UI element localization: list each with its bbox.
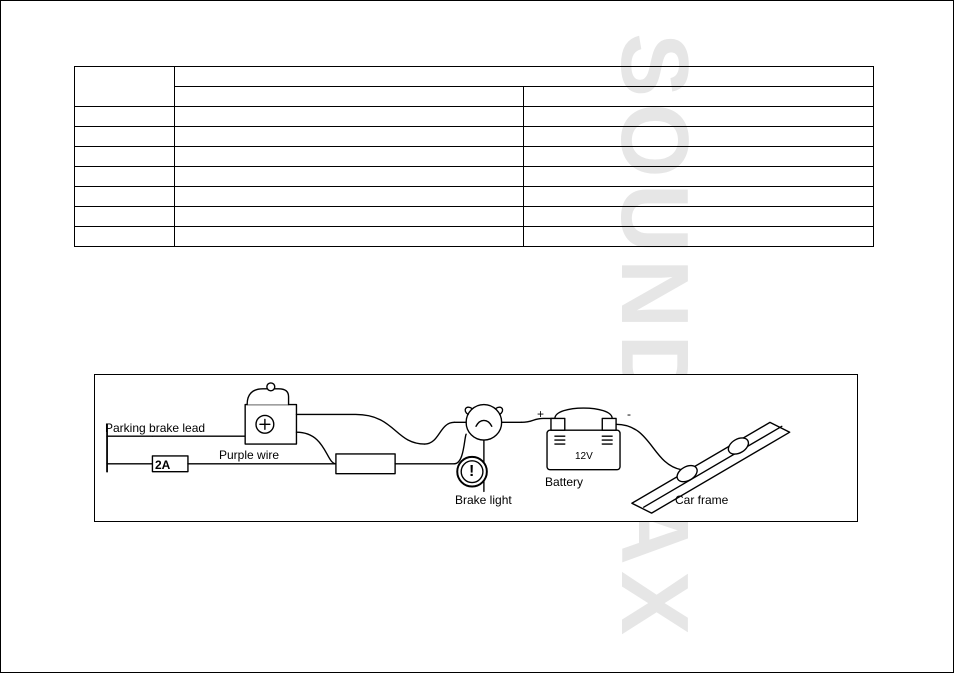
table-cell [524, 167, 874, 187]
table-cell [75, 207, 175, 227]
table-cell [524, 107, 874, 127]
table-row [75, 187, 874, 207]
table-cell [524, 187, 874, 207]
label-plus: + [537, 407, 544, 421]
table-cell [524, 227, 874, 247]
label-minus: - [627, 407, 631, 421]
table-cell [75, 187, 175, 207]
table-row [75, 107, 874, 127]
table-row [75, 227, 874, 247]
warning-icon: ! [469, 463, 474, 481]
table-row [75, 207, 874, 227]
label-battery: Battery [545, 475, 583, 489]
table-row [75, 147, 874, 167]
table-cell [75, 147, 175, 167]
table-cell [174, 227, 524, 247]
label-parking-brake-lead: Parking brake lead [105, 421, 205, 435]
table-cell [75, 167, 175, 187]
table-row [75, 67, 874, 87]
table-cell [174, 187, 524, 207]
table-cell [524, 127, 874, 147]
label-battery-voltage: 12V [575, 451, 593, 462]
table-cell [75, 67, 175, 107]
label-purple-wire: Purple wire [219, 448, 279, 462]
label-brake-light: Brake light [455, 493, 512, 507]
table-cell [174, 167, 524, 187]
table-row [75, 167, 874, 187]
table-cell [524, 147, 874, 167]
table-cell [174, 207, 524, 227]
wiring-diagram: Parking brake lead 2A Purple wire Brake … [94, 374, 858, 522]
table-cell [174, 67, 873, 87]
table-cell [75, 227, 175, 247]
table-cell [75, 107, 175, 127]
table-cell [75, 127, 175, 147]
table-row [75, 127, 874, 147]
table-row [75, 87, 874, 107]
table-cell [524, 87, 874, 107]
label-car-frame: Car frame [675, 493, 728, 507]
table-cell [174, 107, 524, 127]
table-cell [524, 207, 874, 227]
label-fuse-2a: 2A [155, 458, 170, 472]
wiring-table [74, 66, 874, 247]
table-cell [174, 127, 524, 147]
table-cell [174, 147, 524, 167]
table-cell [174, 87, 524, 107]
